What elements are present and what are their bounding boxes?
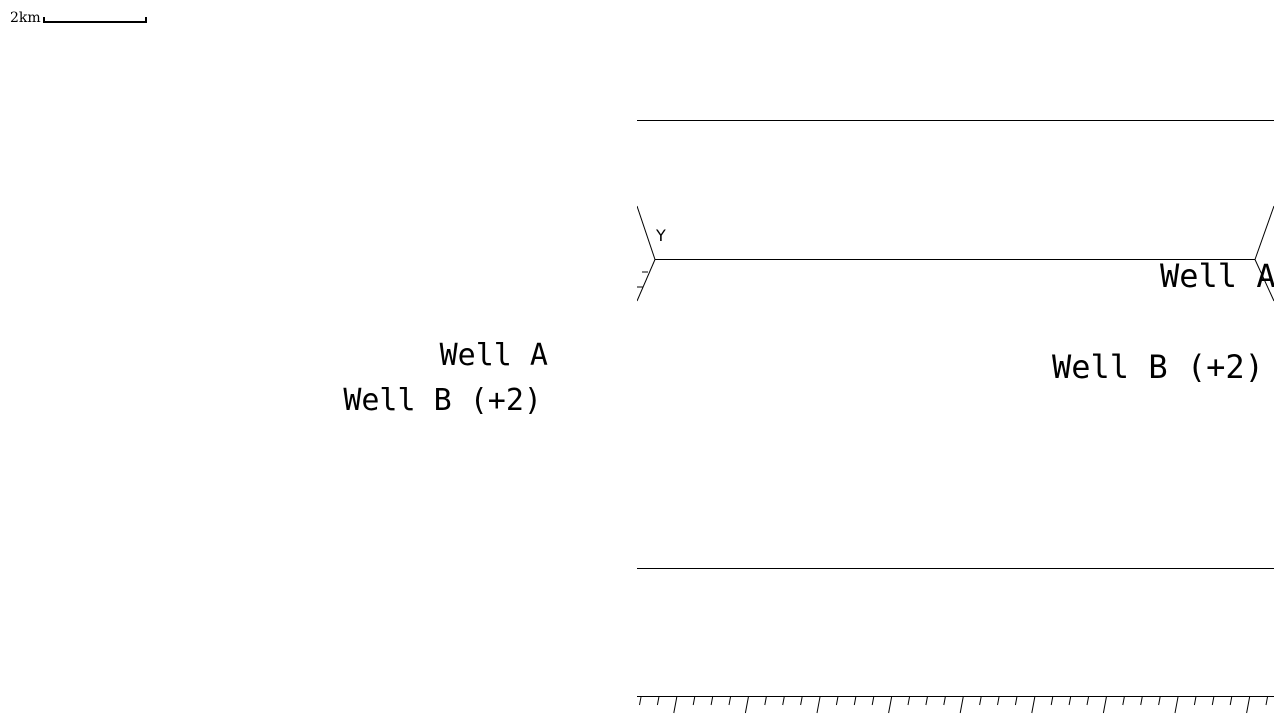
x-axis-tick [1229, 696, 1233, 706]
x-axis-tick [997, 696, 1000, 706]
well-a-label[interactable]: Well A [1160, 257, 1274, 295]
x-axis-tick [816, 696, 821, 714]
scale-bar-label: 2km [10, 10, 41, 26]
x-axis-tick [871, 696, 875, 706]
map-view[interactable]: Well A Well B (+2) [0, 0, 637, 720]
x-axis-tick [1193, 696, 1197, 706]
right-lower-edge [1254, 259, 1274, 302]
x-axis-tick [1122, 696, 1125, 706]
x-axis-tick [692, 696, 696, 706]
x-axis-tick [1265, 696, 1268, 706]
x-axis-tick [1246, 696, 1251, 714]
scale-bar: 2km [10, 10, 147, 26]
x-axis-tick [959, 696, 964, 714]
y-axis-label: Y [656, 226, 666, 245]
3d-view[interactable]: Y Well A Well B (+2) [637, 0, 1274, 720]
x-axis-tick [1211, 696, 1215, 706]
well-b-label[interactable]: Well B (+2) [343, 383, 542, 418]
x-axis-tick [673, 696, 678, 714]
x-axis-tick [1174, 696, 1179, 714]
x-axis-tick [1068, 696, 1072, 706]
well-b-label[interactable]: Well B (+2) [1052, 348, 1264, 386]
x-axis-tick [744, 696, 749, 714]
x-axis-tick [1158, 696, 1161, 706]
x-axis-tick [1050, 696, 1054, 706]
x-axis-tick [728, 696, 731, 706]
left-upper-edge [637, 205, 656, 260]
left-lower-edge [637, 259, 656, 302]
x-axis-tick [979, 696, 982, 706]
x-axis-tick [853, 696, 857, 706]
x-axis-tick [782, 696, 785, 706]
x-axis-tick [1014, 696, 1018, 706]
x-axis-tick [1140, 696, 1143, 706]
x-axis-tick [800, 696, 803, 706]
well-a-label[interactable]: Well A [439, 338, 548, 373]
x-axis-tick [710, 696, 714, 706]
right-upper-edge [1254, 205, 1274, 260]
x-axis-tick [907, 696, 910, 706]
x-axis-tick [1102, 696, 1107, 714]
x-axis-tick [943, 696, 946, 706]
x-axis-tick [888, 696, 893, 714]
x-axis-tick [656, 696, 660, 706]
x-axis-tick [835, 696, 839, 706]
x-axis-ticks [639, 696, 1268, 714]
x-axis-tick [1086, 696, 1089, 706]
x-axis-tick [925, 696, 928, 706]
3d-bounding-box [637, 120, 1274, 714]
scale-bar-line [42, 17, 147, 23]
x-axis-tick [1031, 696, 1036, 714]
x-axis-tick [764, 696, 767, 706]
x-axis-tick [639, 696, 642, 706]
